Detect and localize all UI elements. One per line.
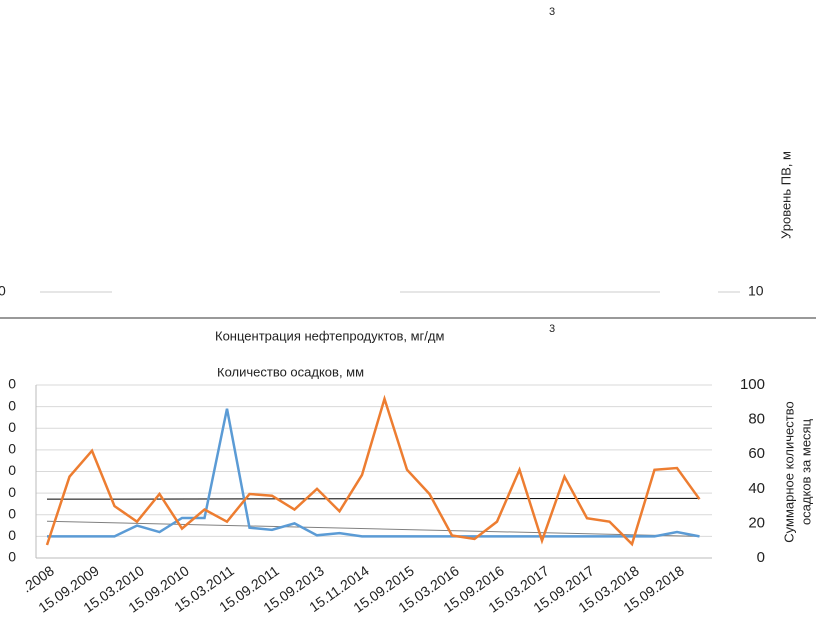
y2-tick-label: 40 [748,480,765,497]
y2-tick-label: 100 [740,376,765,393]
level-axis-label: Уровень ПВ, м [778,151,793,239]
y2-tick-label: 0 [757,549,765,566]
top-fragment: 3 [549,6,555,18]
crop [200,320,550,330]
series-line [45,394,701,547]
chart-subtitle: Количество осадков, мм [217,364,364,379]
y2-tick-label: 80 [748,411,765,428]
level-tick-left: 0 [0,283,6,299]
y2-tick-label: 60 [748,445,765,462]
level-tick-right: 10 [748,283,764,299]
y-tick-label: 0 [8,549,16,565]
trend-line [46,497,700,500]
series-line [47,408,700,538]
trend-line [46,520,700,537]
y2-tick-label: 20 [748,514,765,531]
chart-title: Концентрация нефтепродуктов, мг/дм [215,328,444,343]
y2-axis-label: Суммарное количество [781,401,796,542]
crop [200,358,450,368]
y2-axis-label: осадков за месяц [798,418,813,525]
title-superscript: 3 [549,323,555,335]
crop [0,375,8,570]
